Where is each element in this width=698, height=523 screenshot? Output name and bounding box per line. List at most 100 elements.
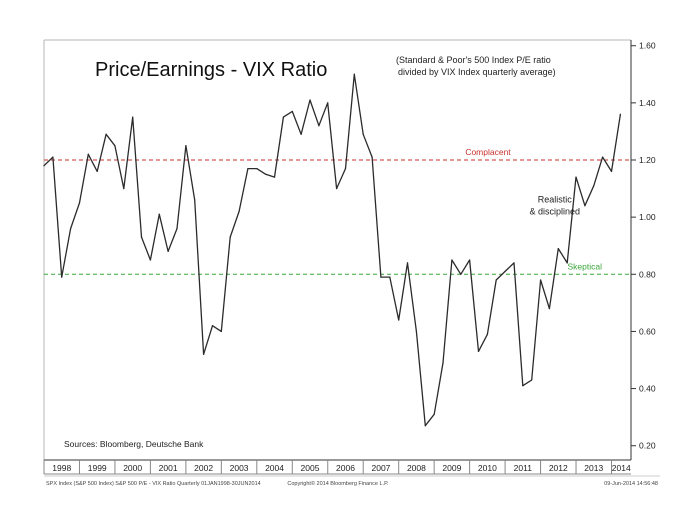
data-point — [469, 259, 471, 261]
data-point — [220, 330, 222, 333]
reference-lines: Complacent Skeptical — [44, 147, 631, 275]
data-point — [371, 156, 373, 158]
data-point — [557, 247, 559, 250]
y-tick-label: 0.60 — [639, 326, 656, 336]
data-point — [194, 199, 196, 201]
data-point — [256, 167, 258, 170]
data-point — [114, 145, 116, 147]
x-tick-label: 2007 — [371, 463, 390, 473]
reference-label-skeptical: Skeptical — [568, 261, 603, 271]
series-line — [43, 73, 622, 427]
annotation-realistic: Realistic — [538, 195, 573, 205]
data-point — [477, 350, 480, 353]
data-point — [353, 73, 355, 75]
data-point — [362, 133, 364, 135]
x-tick-label: 2002 — [194, 463, 213, 473]
x-tick-label: 2006 — [336, 463, 355, 473]
x-tick-label: 1999 — [88, 463, 107, 473]
source-note: Sources: Bloomberg, Deutsche Bank — [64, 439, 204, 449]
x-tick-label: 2013 — [584, 463, 603, 473]
data-point — [185, 145, 187, 147]
x-tick-label: 2012 — [549, 463, 568, 473]
chart-subtitle-line-1: (Standard & Poor's 500 Index P/E ratio — [396, 55, 551, 65]
x-tick-label: 2003 — [230, 463, 249, 473]
data-point — [460, 273, 462, 275]
x-tick-label: 2008 — [407, 463, 426, 473]
data-point — [584, 205, 586, 207]
x-tick-label: 2009 — [442, 463, 461, 473]
data-point — [486, 333, 488, 335]
data-point — [273, 176, 276, 178]
data-point — [610, 170, 613, 173]
x-tick-label: 1998 — [52, 463, 71, 473]
data-point — [548, 307, 551, 310]
data-point — [424, 425, 426, 427]
series-group — [43, 73, 622, 427]
x-tick-label: 2010 — [478, 463, 497, 473]
data-point — [309, 99, 311, 101]
data-point — [87, 153, 89, 155]
data-point — [203, 353, 205, 355]
data-point — [566, 262, 568, 264]
data-point — [300, 133, 302, 135]
data-point — [265, 173, 267, 175]
data-point — [619, 113, 621, 115]
data-point — [167, 250, 169, 253]
data-point — [238, 210, 240, 213]
data-point — [158, 213, 160, 215]
chart-subtitle-line-2: divided by VIX Index quarterly average) — [398, 67, 556, 77]
data-point — [575, 176, 577, 178]
data-point — [291, 110, 293, 113]
x-tick-label: 2005 — [301, 463, 320, 473]
x-tick-label: 2000 — [123, 463, 142, 473]
x-tick-label: 2014 — [612, 463, 631, 473]
x-tick-label: 2004 — [265, 463, 284, 473]
data-point — [495, 279, 497, 281]
data-point — [389, 276, 391, 278]
data-point — [282, 116, 285, 118]
data-point — [176, 227, 178, 230]
y-tick-label: 1.60 — [639, 41, 656, 51]
footer-center: Copyright© 2014 Bloomberg Finance L.P. — [287, 480, 389, 487]
footer-left: SPX Index (S&P 500 Index) S&P 500 P/E - … — [46, 481, 261, 487]
data-point — [43, 165, 45, 167]
x-axis-ticks: 1998 1999 2000 2001 2002 2003 2004 2005 2006 2007… — [43, 460, 631, 474]
data-point — [96, 170, 98, 173]
data-point — [247, 167, 249, 170]
data-point — [105, 133, 107, 135]
data-point — [531, 379, 533, 381]
reference-label-complacent: Complacent — [465, 147, 511, 157]
x-tick-label: 2011 — [514, 463, 533, 473]
y-tick-label: 0.80 — [639, 269, 656, 279]
data-point — [61, 276, 63, 278]
data-point — [327, 102, 329, 104]
data-point — [522, 385, 524, 387]
data-point — [318, 125, 320, 127]
data-point — [442, 362, 444, 364]
data-point — [451, 259, 453, 261]
y-tick-label: 1.20 — [639, 155, 656, 165]
data-point — [78, 202, 81, 204]
data-point — [398, 319, 400, 321]
data-point — [539, 279, 542, 281]
y-tick-label: 0.40 — [639, 384, 656, 394]
data-point — [593, 185, 595, 187]
y-axis-ticks: 0.20 0.40 0.60 0.80 1.00 1.20 1.40 1.60 — [631, 41, 656, 451]
data-point — [70, 227, 72, 230]
data-point — [513, 262, 515, 264]
data-point — [123, 187, 125, 190]
data-point — [415, 330, 418, 333]
data-point — [380, 276, 382, 278]
data-point — [406, 262, 409, 264]
data-point — [433, 413, 435, 415]
data-point — [336, 187, 338, 190]
footer-right: 09-Jun-2014 14:56:48 — [604, 481, 658, 487]
data-point — [52, 156, 54, 158]
data-point — [132, 116, 134, 118]
data-point — [504, 270, 506, 273]
y-tick-label: 1.00 — [639, 212, 656, 222]
annotation-disciplined: & disciplined — [529, 207, 580, 217]
data-point — [344, 167, 347, 170]
